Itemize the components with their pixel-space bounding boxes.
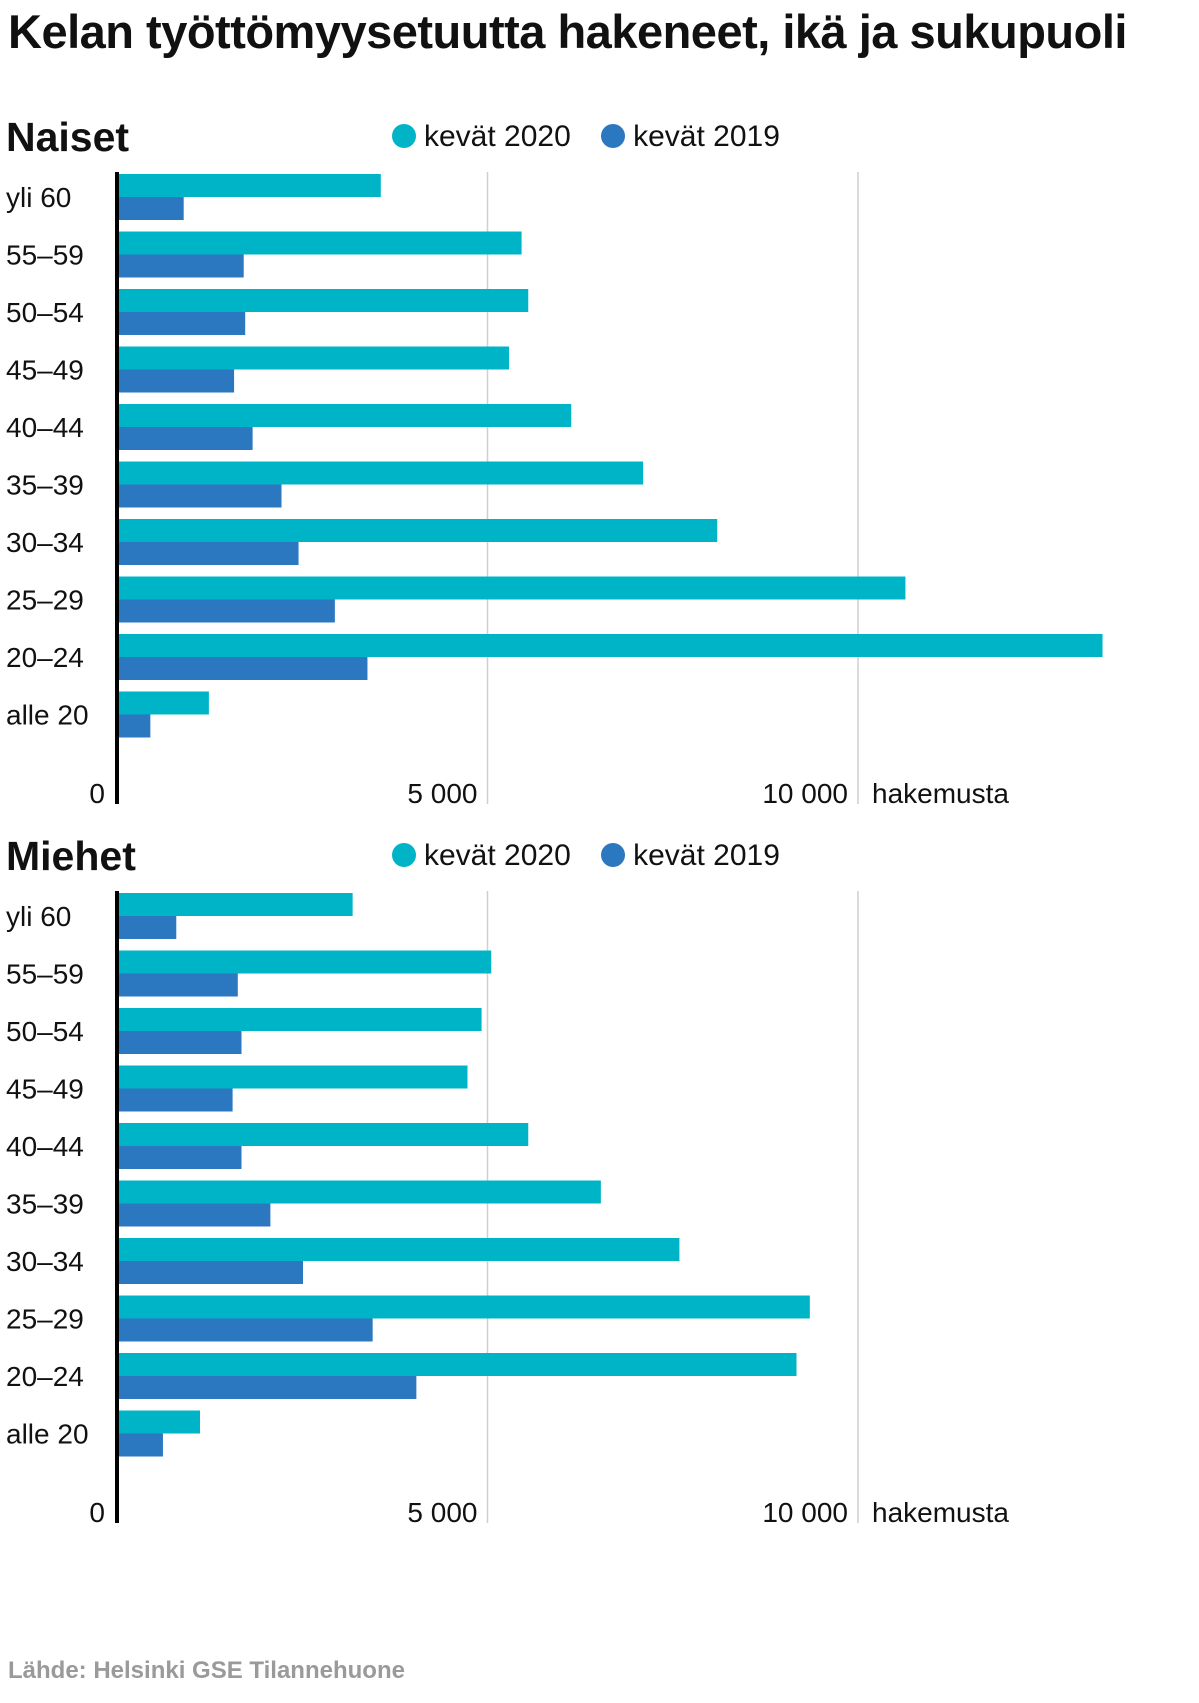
legend: kevät 2020 kevät 2019 [392, 120, 802, 154]
bar-kev-t-2020-yli-60 [117, 893, 353, 916]
category-label: alle 20 [6, 1419, 89, 1450]
legend-label: kevät 2020 [424, 839, 571, 872]
x-axis-label: hakemusta [872, 1497, 1009, 1528]
bar-kev-t-2019-55-59 [117, 973, 238, 997]
bar-kev-t-2019-yli-60 [117, 916, 177, 939]
legend-swatch-2019 [601, 124, 626, 148]
bar-kev-t-2019-40-44 [117, 1146, 242, 1169]
bar-kev-t-2020-20-24 [117, 1353, 797, 1376]
bar-kev-t-2020-yli-60 [117, 174, 381, 197]
bar-kev-t-2020-40-44 [117, 1123, 529, 1146]
x-tick-label: 10 000 [762, 1497, 848, 1528]
bar-kev-t-2019-alle-20 [117, 1433, 163, 1457]
category-label: yli 60 [6, 182, 71, 213]
bar-kev-t-2020-35-39 [117, 1180, 601, 1204]
legend-label: kevät 2020 [424, 120, 571, 153]
bar-kev-t-2019-25-29 [117, 599, 335, 623]
x-tick-label: 5 000 [407, 1497, 477, 1528]
bar-kev-t-2020-25-29 [117, 1295, 810, 1319]
legend: kevät 2020 kevät 2019 [392, 839, 802, 873]
miehet-panel: Miehet kevät 2020 kevät 2019 yli 60 55–59… [0, 833, 1199, 1533]
bar-kev-t-2020-20-24 [117, 634, 1103, 657]
panel-title: Naiset [6, 114, 130, 160]
category-label: 45–49 [6, 1074, 84, 1105]
category-label: 50–54 [6, 297, 84, 328]
bar-kev-t-2019-20-24 [117, 1376, 417, 1399]
source-note: Lähde: Helsinki GSE Tilannehuone [8, 1657, 405, 1684]
bar-kev-t-2020-alle-20 [117, 691, 209, 715]
bar-kev-t-2019-35-39 [117, 484, 282, 508]
bar-kev-t-2019-50-54 [117, 1031, 242, 1054]
category-label: 45–49 [6, 355, 84, 386]
legend-item-2020: kevät 2020 [392, 120, 571, 154]
bar-kev-t-2019-20-24 [117, 657, 368, 680]
legend-label: kevät 2019 [633, 120, 780, 153]
chart-title: Kelan työttömyysetuutta hakeneet, ikä ja… [8, 5, 1127, 58]
bar-kev-t-2020-50-54 [117, 289, 529, 312]
panel-title: Miehet [6, 833, 136, 879]
category-label: 30–34 [6, 1246, 84, 1277]
legend-item-2020: kevät 2020 [392, 839, 571, 873]
category-label: 55–59 [6, 240, 84, 271]
bar-kev-t-2019-30-34 [117, 542, 299, 565]
category-label: 50–54 [6, 1016, 84, 1047]
category-label: 25–29 [6, 585, 84, 616]
bar-kev-t-2019-yli-60 [117, 197, 184, 220]
bar-kev-t-2019-35-39 [117, 1203, 271, 1227]
bar-kev-t-2020-25-29 [117, 576, 906, 600]
bar-kev-t-2020-35-39 [117, 461, 644, 485]
legend-label: kevät 2019 [633, 839, 780, 872]
bar-kev-t-2019-45-49 [117, 369, 235, 393]
category-label: 20–24 [6, 1361, 84, 1392]
category-label: 35–39 [6, 470, 84, 501]
bar-kev-t-2020-55-59 [117, 231, 522, 255]
bar-kev-t-2020-50-54 [117, 1008, 482, 1031]
bar-kev-t-2019-50-54 [117, 312, 246, 335]
bar-kev-t-2019-55-59 [117, 254, 244, 278]
category-label: 40–44 [6, 412, 84, 443]
category-label: yli 60 [6, 901, 71, 932]
bar-kev-t-2020-55-59 [117, 950, 492, 974]
bar-kev-t-2019-45-49 [117, 1088, 233, 1112]
category-label: 20–24 [6, 642, 84, 673]
bar-kev-t-2020-30-34 [117, 1238, 680, 1261]
bar-kev-t-2019-alle-20 [117, 714, 151, 738]
category-label: 35–39 [6, 1189, 84, 1220]
category-label: alle 20 [6, 700, 89, 731]
bar-kev-t-2020-alle-20 [117, 1410, 200, 1434]
bar-kev-t-2020-40-44 [117, 404, 572, 427]
naiset-panel: Naiset kevät 2020 kevät 2019 yli 60 55–59… [0, 114, 1199, 814]
category-label: 40–44 [6, 1131, 84, 1162]
x-tick-label: 0 [89, 778, 105, 809]
legend-swatch-2019 [601, 843, 626, 867]
bar-kev-t-2019-25-29 [117, 1318, 373, 1342]
legend-swatch-2020 [392, 124, 416, 148]
x-tick-label: 5 000 [407, 778, 477, 809]
legend-item-2019: kevät 2019 [601, 839, 780, 873]
miehet-bar-chart: yli 60 55–59 50–54 45–49 40–44 35–39 30–34 25–2… [6, 891, 1009, 1528]
x-tick-label: 0 [89, 1497, 105, 1528]
bar-kev-t-2020-45-49 [117, 1065, 468, 1089]
x-axis-label: hakemusta [872, 778, 1009, 809]
legend-item-2019: kevät 2019 [601, 120, 780, 154]
naiset-bar-chart: yli 60 55–59 50–54 45–49 40–44 35–39 30–34 25–2… [6, 172, 1103, 809]
category-label: 30–34 [6, 527, 84, 558]
legend-swatch-2020 [392, 843, 416, 867]
category-label: 55–59 [6, 959, 84, 990]
bar-kev-t-2019-40-44 [117, 427, 253, 450]
bar-kev-t-2019-30-34 [117, 1261, 303, 1284]
x-tick-label: 10 000 [762, 778, 848, 809]
bar-kev-t-2020-45-49 [117, 346, 509, 370]
bar-kev-t-2020-30-34 [117, 519, 718, 542]
category-label: 25–29 [6, 1304, 84, 1335]
